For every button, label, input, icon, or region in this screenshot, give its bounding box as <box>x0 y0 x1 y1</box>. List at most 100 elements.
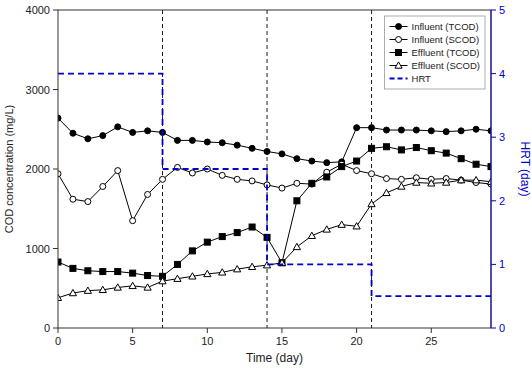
point <box>219 140 225 146</box>
point <box>309 181 315 187</box>
point <box>368 200 375 206</box>
point <box>85 268 91 274</box>
legend-label: Influent (TCOD) <box>412 21 479 32</box>
y2-tick-label: 3 <box>499 131 505 143</box>
x-tick-label: 25 <box>425 335 437 347</box>
point <box>309 180 315 186</box>
point <box>458 128 464 134</box>
y-tick-label: 2000 <box>26 163 50 175</box>
y2-tick-label: 0 <box>499 322 505 334</box>
point <box>443 150 449 156</box>
y2-tick <box>491 10 496 11</box>
series-line <box>58 147 491 277</box>
point <box>115 269 121 275</box>
point <box>174 275 181 281</box>
point <box>189 273 196 279</box>
point <box>219 269 226 275</box>
y-tick-label: 1000 <box>26 243 50 255</box>
point <box>100 183 106 189</box>
point <box>428 148 434 154</box>
y-tick <box>53 10 58 11</box>
point <box>354 125 360 131</box>
point <box>383 189 390 195</box>
point <box>234 230 240 236</box>
point <box>100 269 106 275</box>
point <box>413 145 419 151</box>
point <box>458 177 464 183</box>
point <box>458 156 464 162</box>
series-line <box>58 164 491 220</box>
y2-tick <box>491 73 496 74</box>
point <box>473 126 479 132</box>
point <box>160 176 166 182</box>
series-line <box>58 180 491 298</box>
plot-area <box>58 10 491 328</box>
point <box>129 282 136 288</box>
point <box>249 224 255 230</box>
point <box>369 171 375 177</box>
point <box>398 147 404 153</box>
point <box>99 286 106 292</box>
x-tick <box>132 328 133 333</box>
x-tick-label: 10 <box>201 335 213 347</box>
point <box>398 127 404 133</box>
point <box>294 198 300 204</box>
point <box>145 191 151 197</box>
point <box>428 128 434 134</box>
point <box>189 170 195 176</box>
point <box>130 270 136 276</box>
legend-label: Effluent (SCOD) <box>412 60 480 71</box>
point <box>398 183 405 189</box>
y-tick-label: 0 <box>44 322 50 334</box>
point <box>279 151 285 157</box>
point <box>70 265 76 271</box>
point <box>204 239 210 245</box>
point <box>249 263 256 269</box>
x-tick <box>58 328 59 333</box>
point <box>443 129 449 135</box>
point <box>70 130 76 136</box>
legend-label: Influent (SCOD) <box>412 34 480 45</box>
y2-tick-label: 4 <box>499 68 505 80</box>
point <box>58 294 62 300</box>
point <box>324 174 330 180</box>
point <box>174 261 180 267</box>
point <box>339 164 345 170</box>
point <box>204 139 210 145</box>
y-tick-label: 4000 <box>26 4 50 16</box>
y-tick-label: 3000 <box>26 84 50 96</box>
y2-tick-label: 5 <box>499 4 505 16</box>
y2-tick-label: 1 <box>499 258 505 270</box>
x-tick <box>281 328 282 333</box>
point <box>353 223 360 229</box>
point <box>115 124 121 130</box>
point <box>487 178 491 184</box>
point <box>145 273 151 279</box>
series-line <box>58 74 491 297</box>
point <box>354 168 360 174</box>
point <box>219 234 225 240</box>
point <box>85 136 91 142</box>
point <box>115 168 121 174</box>
point <box>383 176 389 182</box>
point <box>85 199 91 205</box>
y-axis-label: COD concentration (mg/L) <box>3 105 15 233</box>
legend-label: HRT <box>412 73 432 84</box>
point <box>413 127 419 133</box>
y-tick <box>53 248 58 249</box>
point <box>294 156 300 162</box>
point <box>219 172 225 178</box>
point <box>383 127 389 133</box>
chart: 051015202501000200030004000012345Time (d… <box>0 0 531 368</box>
y2-tick-label: 2 <box>499 195 505 207</box>
point <box>249 178 255 184</box>
point <box>69 289 76 295</box>
point <box>159 277 166 283</box>
point <box>308 232 315 238</box>
point <box>338 221 345 227</box>
point <box>264 149 270 155</box>
point <box>472 177 479 183</box>
point <box>234 176 240 182</box>
point <box>130 129 136 135</box>
legend-swatch <box>390 78 408 80</box>
